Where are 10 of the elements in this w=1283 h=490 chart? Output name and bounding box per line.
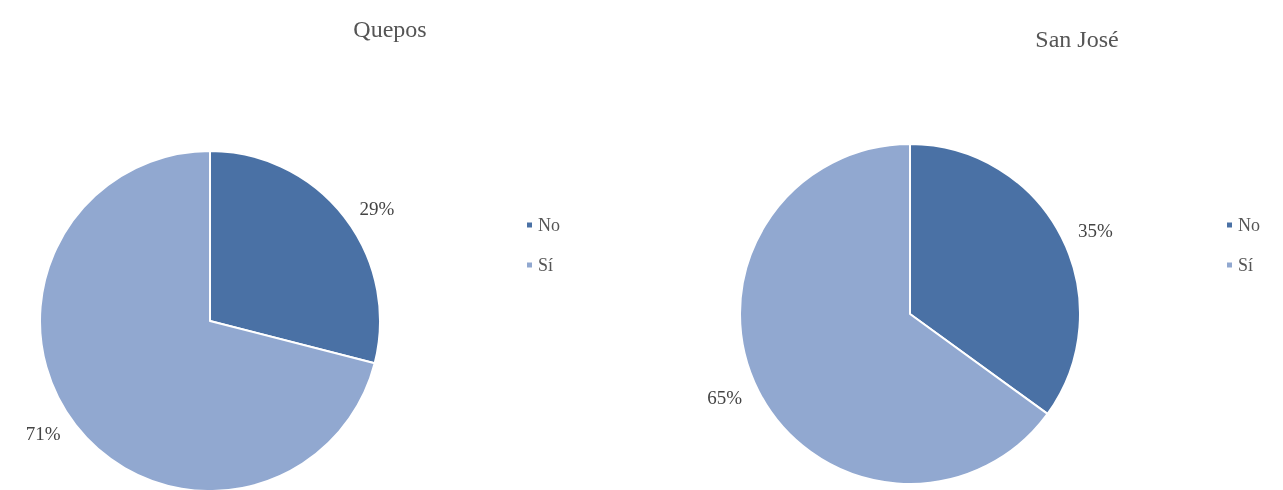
data-label: 71%: [25, 423, 61, 445]
legend-label: Sí: [538, 255, 554, 275]
chart-title: San José: [1035, 26, 1119, 52]
chart-title: Quepos: [353, 16, 427, 42]
legend-label: Sí: [1238, 255, 1254, 275]
data-label: 35%: [1077, 219, 1113, 241]
data-label: 65%: [707, 387, 743, 409]
legend-label: No: [1238, 215, 1260, 235]
data-label: 29%: [359, 197, 395, 219]
legend-label: No: [538, 215, 560, 235]
